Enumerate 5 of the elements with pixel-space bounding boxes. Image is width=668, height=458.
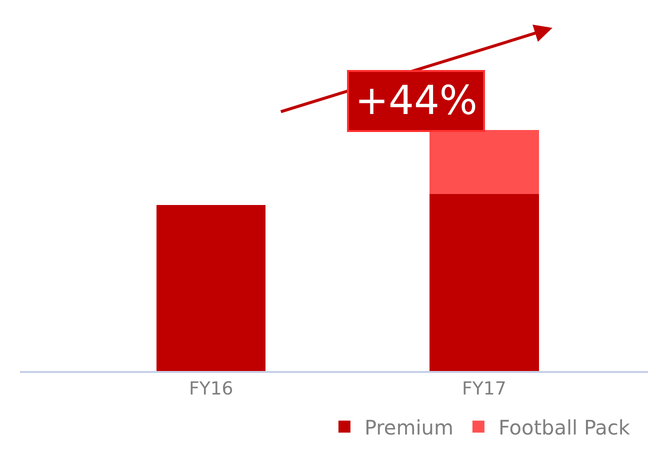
legend-label: Premium [364, 415, 454, 440]
x-tick-label: FY16 [188, 378, 234, 400]
legend-label: Football Pack [498, 415, 630, 440]
x-tick-label: FY17 [462, 378, 506, 400]
text: +44% [355, 78, 478, 124]
